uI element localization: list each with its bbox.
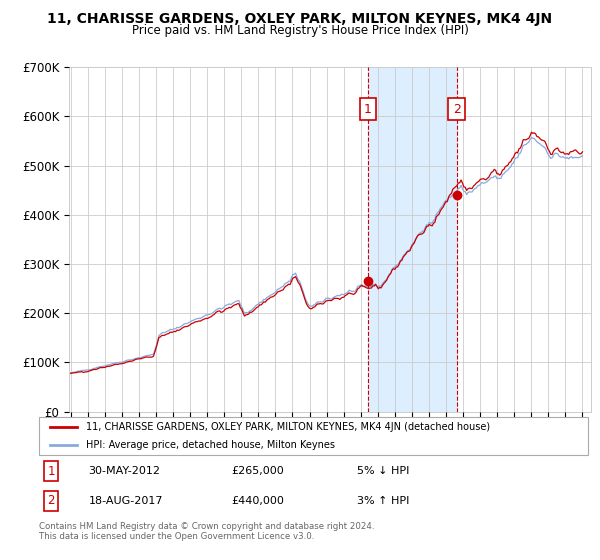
Text: 18-AUG-2017: 18-AUG-2017	[88, 496, 163, 506]
FancyBboxPatch shape	[39, 417, 588, 455]
Text: 11, CHARISSE GARDENS, OXLEY PARK, MILTON KEYNES, MK4 4JN: 11, CHARISSE GARDENS, OXLEY PARK, MILTON…	[47, 12, 553, 26]
Text: 1: 1	[47, 465, 55, 478]
Bar	[368, 67, 457, 412]
Text: £440,000: £440,000	[231, 496, 284, 506]
Text: £265,000: £265,000	[231, 466, 284, 476]
Text: 11, CHARISSE GARDENS, OXLEY PARK, MILTON KEYNES, MK4 4JN (detached house): 11, CHARISSE GARDENS, OXLEY PARK, MILTON…	[86, 422, 490, 432]
Text: 3% ↑ HPI: 3% ↑ HPI	[358, 496, 410, 506]
Text: 30-MAY-2012: 30-MAY-2012	[88, 466, 160, 476]
Text: 2: 2	[47, 494, 55, 507]
Text: Contains HM Land Registry data © Crown copyright and database right 2024.
This d: Contains HM Land Registry data © Crown c…	[39, 522, 374, 542]
Text: 5% ↓ HPI: 5% ↓ HPI	[358, 466, 410, 476]
Text: 1: 1	[364, 102, 372, 115]
Text: HPI: Average price, detached house, Milton Keynes: HPI: Average price, detached house, Milt…	[86, 440, 335, 450]
Text: 2: 2	[453, 102, 461, 115]
Text: Price paid vs. HM Land Registry's House Price Index (HPI): Price paid vs. HM Land Registry's House …	[131, 24, 469, 36]
